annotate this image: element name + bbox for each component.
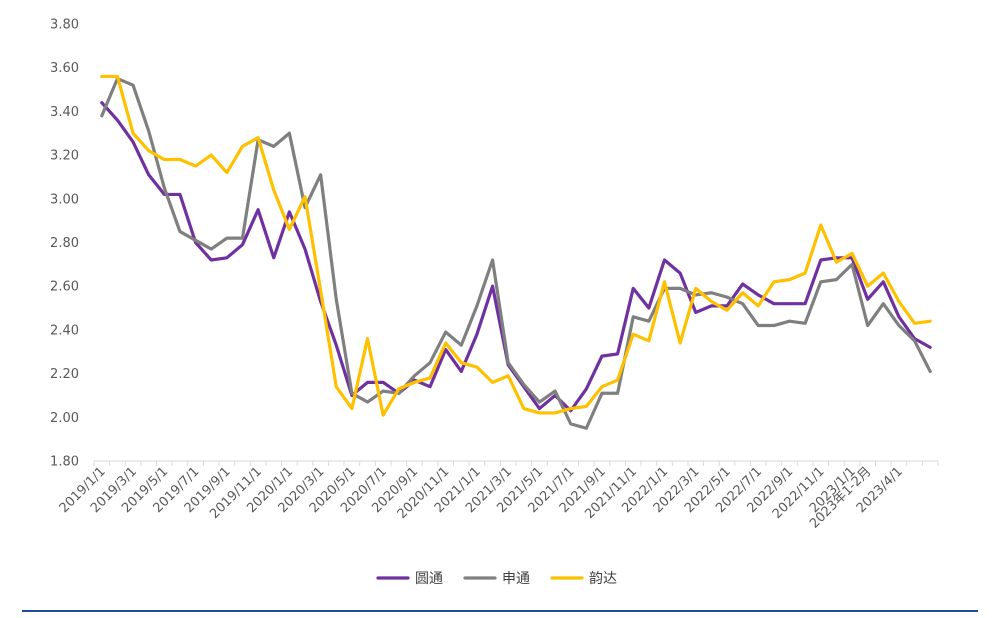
y-tick-label: 2.00 <box>50 411 79 426</box>
y-tick-label: 3.40 <box>50 105 79 120</box>
legend-label: 申通 <box>502 571 530 587</box>
legend-label: 圆通 <box>415 571 443 587</box>
y-tick-label: 2.80 <box>50 236 79 251</box>
y-tick-label: 2.60 <box>50 280 79 295</box>
series-line-3 <box>100 74 932 417</box>
series-line-1 <box>100 101 932 413</box>
legend-label: 韵达 <box>589 571 617 587</box>
x-axis: 2019/1/12019/3/12019/5/12019/7/12019/9/1… <box>57 460 939 532</box>
y-tick-label: 1.80 <box>50 455 79 470</box>
series-layer <box>100 74 932 430</box>
y-tick-label: 2.40 <box>50 323 79 338</box>
y-tick-label: 3.80 <box>50 18 79 33</box>
y-tick-label: 2.20 <box>50 367 79 382</box>
y-tick-label: 3.20 <box>50 149 79 164</box>
series-line-2 <box>100 77 932 430</box>
y-tick-label: 3.00 <box>50 192 79 207</box>
y-tick-label: 3.60 <box>50 61 79 76</box>
y-axis-ticks: 1.80 2.00 2.20 2.40 2.60 2.80 3.00 3.20 3.40 3.60… <box>50 18 79 470</box>
legend: 圆通 申通 韵达 <box>376 571 617 587</box>
